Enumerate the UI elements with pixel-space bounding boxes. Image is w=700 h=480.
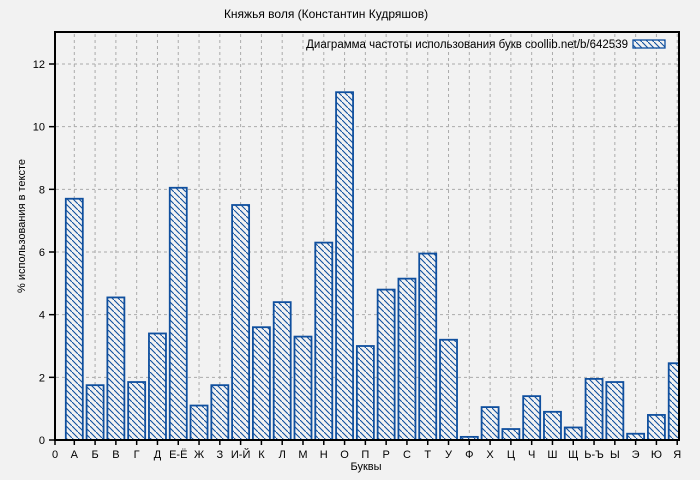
- bar: [189, 404, 209, 440]
- x-origin-label: 0: [52, 449, 58, 461]
- chart-title: Княжья воля (Константин Кудряшов): [223, 7, 429, 21]
- legend: Диаграмма частоты использования букв coo…: [306, 39, 666, 51]
- bar: [85, 384, 105, 440]
- bar: [252, 326, 271, 440]
- bar: [480, 406, 500, 440]
- x-tick-label: К: [258, 449, 265, 461]
- x-tick-label: Ж: [194, 449, 204, 461]
- bars-group: [64, 91, 678, 440]
- x-tick-label: Ч: [528, 449, 535, 461]
- bar: [127, 381, 147, 440]
- bar: [397, 277, 417, 440]
- y-tick-label: 8: [39, 184, 45, 196]
- bar: [210, 384, 230, 440]
- x-tick-label: Я: [673, 449, 681, 461]
- x-tick-label: Г: [134, 449, 140, 461]
- x-axis-label: Буквы: [350, 461, 382, 473]
- x-tick-label: З: [217, 449, 224, 461]
- y-tick-label: 2: [39, 372, 45, 384]
- x-tick-label: Э: [632, 449, 640, 461]
- y-tick-label: 0: [39, 435, 45, 447]
- bar: [231, 204, 251, 440]
- bar: [148, 332, 167, 440]
- x-tick-label: В: [112, 449, 119, 461]
- x-tick-label: Ш: [547, 449, 557, 461]
- bar: [522, 395, 542, 440]
- bar: [272, 301, 292, 440]
- x-tick-label: Л: [279, 449, 286, 461]
- bar: [563, 426, 583, 440]
- x-tick-label: Р: [382, 449, 389, 461]
- x-tick-label: Х: [486, 449, 494, 461]
- x-tick-label: Б: [91, 449, 98, 461]
- bar: [667, 362, 678, 440]
- x-tick-label: Н: [320, 449, 328, 461]
- x-tick-label: Д: [154, 449, 162, 461]
- x-tick-label: М: [298, 449, 307, 461]
- x-tick-label: П: [361, 449, 369, 461]
- y-tick-label: 10: [33, 122, 45, 134]
- bar: [168, 186, 188, 440]
- bar: [64, 197, 84, 440]
- bar: [605, 381, 625, 440]
- tick-labels: 0 2 4 6 8 10 12 0 А Б В Г Д Е-Ё Ж З И-Й К Л М Н О П Р С Т У Ф Х Ц Ч Ш Щ Ь…: [33, 59, 681, 461]
- x-tick-label: Е-Ё: [169, 449, 187, 461]
- x-tick-label: С: [403, 449, 411, 461]
- x-tick-label: Ф: [465, 449, 473, 461]
- y-tick-label: 4: [39, 310, 45, 322]
- y-tick-label: 6: [39, 247, 45, 259]
- bar: [439, 338, 458, 440]
- x-tick-label: Т: [424, 449, 431, 461]
- plot-border: [54, 31, 680, 441]
- x-tick-label: Ю: [651, 449, 662, 461]
- x-tick-label: Ь-Ъ: [584, 449, 604, 461]
- x-tick-label: А: [71, 449, 79, 461]
- bar: [647, 414, 666, 440]
- x-tick-label: Ы: [610, 449, 620, 461]
- bar: [626, 432, 646, 440]
- x-tick-label: О: [340, 449, 349, 461]
- bar: [418, 252, 438, 440]
- bar: [355, 345, 375, 440]
- x-tick-label: Ц: [507, 449, 515, 461]
- bar: [293, 335, 313, 440]
- x-tick-label: Щ: [568, 449, 578, 461]
- bar: [543, 410, 562, 440]
- bar: [501, 428, 521, 440]
- bar: [459, 435, 479, 440]
- legend-swatch: [632, 39, 666, 49]
- axis-ticks: [49, 63, 678, 445]
- bar: [584, 377, 604, 440]
- y-tick-label: 12: [33, 59, 45, 71]
- bar: [376, 288, 396, 440]
- x-tick-label: И-Й: [231, 448, 250, 461]
- x-tick-label: У: [445, 449, 453, 461]
- legend-label: Диаграмма частоты использования букв coo…: [306, 39, 628, 51]
- bar: [335, 91, 354, 440]
- bar: [106, 296, 126, 440]
- bar: [314, 241, 334, 440]
